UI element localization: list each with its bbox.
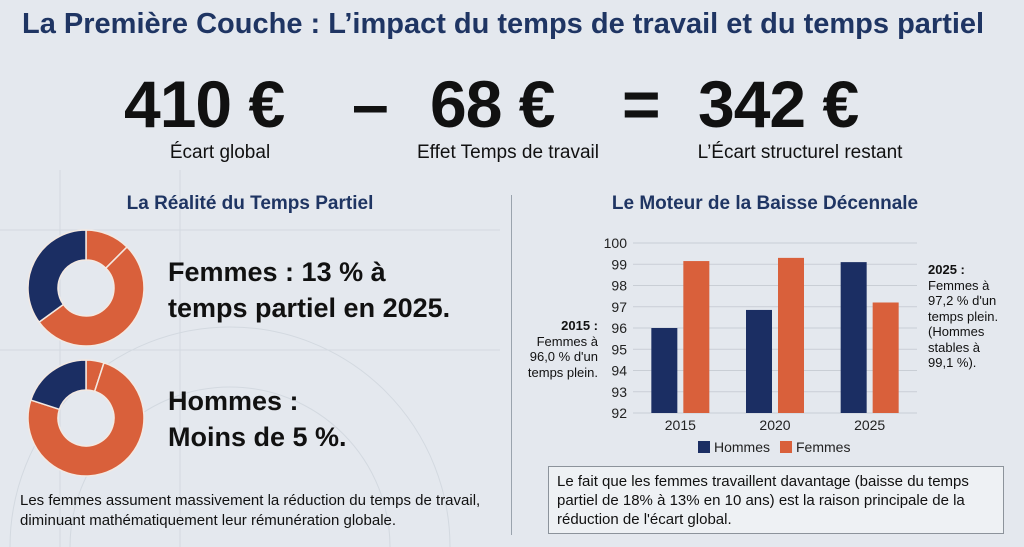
x-tick-label: 2015 [665,417,696,433]
hommes-stat-line1: Hommes : [168,386,299,416]
hommes-part-time-stat: Hommes : Moins de 5 %. [168,383,347,455]
donut-slice [27,361,145,477]
annotation-2025-line: 99,1 %). [928,355,977,370]
legend-label-femmes: Femmes [796,439,850,455]
legend-swatch-femmes [780,441,792,453]
annotation-2015: 2015 : Femmes à 96,0 % d'un temps plein. [520,318,598,380]
bar-hommes-2015 [651,328,678,413]
x-tick-label: 2020 [759,417,790,433]
donut-slice [38,245,145,347]
legend-label-hommes: Hommes [714,439,770,455]
structural-gap-value: 342 € [698,67,859,141]
donut-femmes [27,229,145,347]
donut-slice [29,359,87,411]
x-tick-label: 2025 [854,417,885,433]
y-tick-label: 93 [611,384,627,400]
annotation-2025-line: stables à [928,339,981,355]
part-time-heading: La Réalité du Temps Partiel [126,193,374,214]
bar-hommes-2020 [746,309,772,413]
part-time-note: Les femmes assument massivement la réduc… [20,492,481,529]
y-tick-label: 98 [611,278,627,294]
annotation-2025-line: (Hommes [928,324,985,339]
y-tick-label: 99 [611,256,627,272]
y-tick-label: 97 [611,299,627,315]
page-title: La Première Couche : L’impact du temps d… [22,8,985,40]
section-divider [511,195,512,535]
annotation-2015-line: 96,0 % d'un [529,349,598,364]
annotation-2025: 2025 : Femmes à 97,2 % d'un temps plein.… [928,262,1018,371]
donut-hommes [27,359,145,477]
y-tick-label: 94 [611,363,627,379]
y-tick-label: 100 [604,235,628,251]
hommes-stat-line2: Moins de 5 %. [168,422,347,452]
work-time-effect-label: Effet Temps de travail [416,142,599,163]
bar-hommes-2025 [840,262,867,413]
annotation-2015-line: temps plein. [527,364,598,380]
conclusion-box: Le fait que les femmes travaillent davan… [548,466,1004,534]
annotation-2025-line: temps plein. [928,308,999,324]
chart-heading: Le Moteur de la Baisse Décennale [611,193,919,214]
y-tick-label: 92 [611,405,627,421]
annotation-2015-title: 2015 : [561,318,598,333]
femmes-part-time-stat: Femmes : 13 % à temps partiel en 2025. [168,254,450,326]
annotation-2025-line: 97,2 % d'un [928,293,997,308]
bar-femmes-2020 [778,257,804,413]
work-time-effect-value: 68 € [430,67,555,141]
bar-chart: 92 93 94 95 96 97 98 99 100 2015 2020 2025 Hommes Fem… [604,235,917,455]
minus-sign: – [352,67,389,141]
annotation-2025-line: Femmes à [928,277,990,293]
bar-femmes-2015 [683,261,710,413]
y-tick-label: 96 [611,320,627,336]
legend-swatch-hommes [698,441,710,453]
y-tick-label: 95 [611,341,627,357]
bar-femmes-2025 [872,302,899,413]
donut-slice [27,229,87,324]
annotation-2015-line: Femmes à [536,333,598,349]
annotation-2025-title: 2025 : [928,262,965,277]
femmes-stat-line1: Femmes : 13 % à [168,257,386,287]
global-gap-label: Écart global [169,142,271,163]
equals-sign: = [622,67,661,141]
structural-gap-label: L’Écart structurel restant [697,142,903,163]
donut-charts [27,229,145,477]
femmes-stat-line2: temps partiel en 2025. [168,293,451,323]
global-gap-value: 410 € [124,67,285,141]
